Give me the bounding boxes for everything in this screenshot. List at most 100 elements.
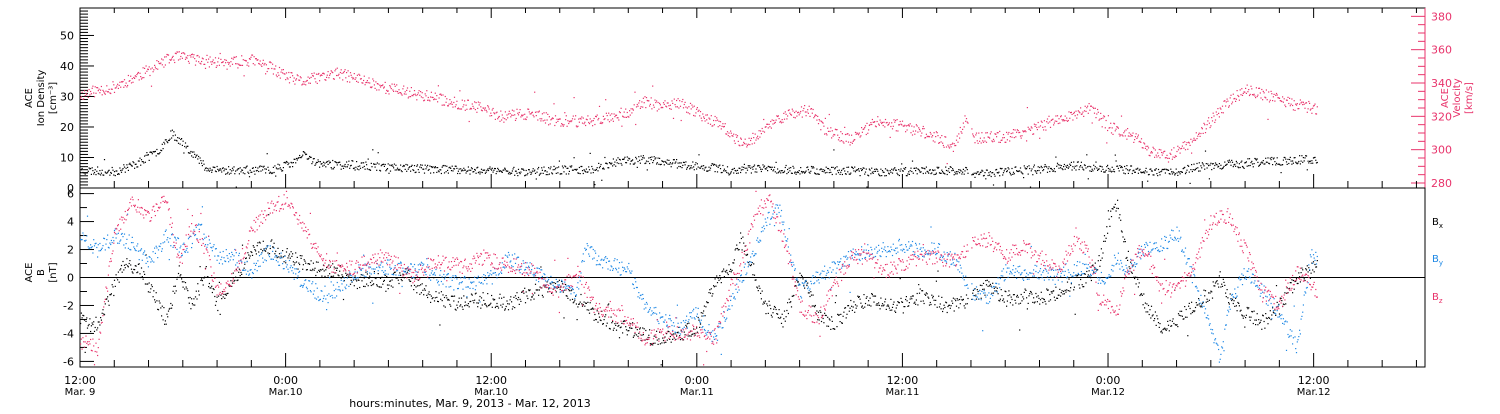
b-series-bx-point (490, 303, 491, 304)
velocity-series-point (852, 143, 853, 144)
velocity-series-point (1245, 88, 1246, 89)
velocity-series-point (972, 133, 973, 134)
b-series-bx-point (193, 304, 194, 305)
velocity-series-point (1153, 148, 1154, 149)
density-series-point (473, 171, 474, 172)
velocity-series-point (644, 96, 645, 97)
density-series-point (1299, 155, 1300, 156)
b-series-bx-point (811, 295, 812, 296)
density-series-point (554, 169, 555, 170)
density-series-point (318, 161, 319, 162)
velocity-series-point (565, 119, 566, 120)
b-series-bx-point (937, 271, 938, 272)
b-series-bx-point (1018, 303, 1019, 304)
velocity-series-point (1264, 92, 1265, 93)
velocity-series-point (499, 121, 500, 122)
b-series-bx-point (849, 311, 850, 312)
b-series-bx-point (284, 261, 285, 262)
b-series-bx-point (954, 310, 955, 311)
b-series-bx-point (1293, 280, 1294, 281)
b-series-bx-point (509, 303, 510, 304)
b-series-bx-point (518, 297, 519, 298)
b-series-bx-point (279, 253, 280, 254)
velocity-series-point (310, 83, 311, 84)
density-series-point (163, 148, 164, 149)
density-series-point (1272, 164, 1273, 165)
b-series-bx-point (714, 286, 715, 287)
density-series-point (126, 164, 127, 165)
velocity-series-point (757, 136, 758, 137)
velocity-series-point (697, 107, 698, 108)
density-series-point (555, 168, 556, 169)
b-series-bx-point (1242, 315, 1243, 316)
b-series-bx-point (593, 309, 594, 310)
density-series-point (1248, 165, 1249, 166)
b-series-bx-point (179, 265, 180, 266)
velocity-series-point (214, 62, 215, 63)
density-series-point (95, 169, 96, 170)
b-series-bx-point (1181, 311, 1182, 312)
b-series-bx-point (981, 298, 982, 299)
velocity-series-point (998, 132, 999, 133)
b-series-bx-point (107, 296, 108, 297)
velocity-series-point (273, 73, 274, 74)
density-series-point (514, 175, 515, 176)
b-series-bx-point (453, 300, 454, 301)
velocity-series-point (456, 101, 457, 102)
b-series-bx-point (1055, 287, 1056, 288)
b-series-bx-point (404, 277, 405, 278)
b-series-bx-point (906, 296, 907, 297)
b-series-bx-point (1217, 283, 1218, 284)
velocity-series-point (502, 114, 503, 115)
density-series-point (948, 168, 949, 169)
b-series-bx-point (836, 295, 837, 296)
b-series-bx-point (291, 251, 292, 252)
b-series-bx-point (877, 303, 878, 304)
velocity-series-point (1270, 100, 1271, 101)
velocity-series-point (543, 120, 544, 121)
density-series-point (92, 167, 93, 168)
b-series-bx-point (1015, 300, 1016, 301)
density-series-point (620, 159, 621, 160)
b-series-bx-point (256, 253, 257, 254)
velocity-series-point (346, 72, 347, 73)
b-series-bx-point (354, 285, 355, 286)
velocity-series-point (510, 116, 511, 117)
density-series-point (1079, 169, 1080, 170)
velocity-series-point (1304, 104, 1305, 105)
velocity-series-point (628, 117, 629, 118)
velocity-series-point (1044, 120, 1045, 121)
density-series-point (553, 169, 554, 170)
density-series-point (899, 175, 900, 176)
b-series-bx-point (1130, 262, 1131, 263)
b-series-bx-point (1020, 303, 1021, 304)
velocity-series-point (1048, 116, 1049, 117)
density-series-point (495, 168, 496, 169)
velocity-series-point (203, 58, 204, 59)
velocity-series-point (1027, 107, 1028, 108)
b-series-bx-point (508, 309, 509, 310)
density-series-point (1153, 174, 1154, 175)
density-series-point (1147, 181, 1148, 182)
b-series-bx-point (876, 305, 877, 306)
b-series-bx-point (1051, 291, 1052, 292)
velocity-series-point (266, 64, 267, 65)
b-series-bx-point (908, 305, 909, 306)
density-series-point (1213, 163, 1214, 164)
velocity-series-point (495, 119, 496, 120)
density-series-point (823, 169, 824, 170)
velocity-series-point (918, 127, 919, 128)
velocity-series-point (584, 123, 585, 124)
velocity-series-point (248, 66, 249, 67)
velocity-series-point (553, 103, 554, 104)
velocity-series-point (463, 104, 464, 105)
b-series-bx-point (758, 290, 759, 291)
b-series-bx-point (481, 297, 482, 298)
density-series-point (799, 170, 800, 171)
velocity-series-point (353, 78, 354, 79)
density-series-point (334, 167, 335, 168)
b-series-bx-point (504, 310, 505, 311)
density-series-point (419, 172, 420, 173)
velocity-series-point (1046, 121, 1047, 122)
velocity-series-point (1220, 109, 1221, 110)
